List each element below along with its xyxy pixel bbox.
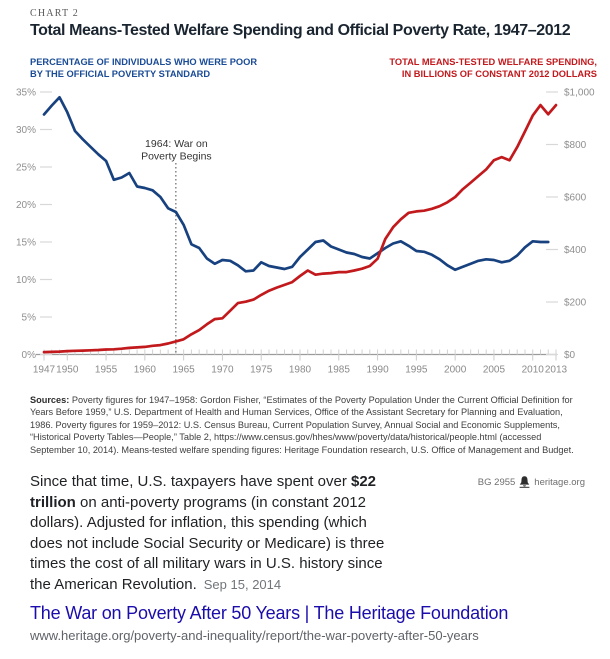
result-url: www.heritage.org/poverty-and-inequality/… — [30, 628, 479, 643]
svg-text:1995: 1995 — [405, 365, 428, 376]
right-axis-header-line2: IN BILLIONS OF CONSTANT 2012 DOLLARS — [401, 68, 597, 79]
result-snippet: Since that time, U.S. taxpayers have spe… — [30, 472, 390, 595]
svg-text:$1,000: $1,000 — [564, 88, 595, 99]
sources-line: Years Before 1959,” U.S. Department of H… — [30, 407, 563, 418]
chart-sources: Sources: Poverty figures for 1947–1958: … — [30, 394, 585, 456]
right-axis-header: TOTAL MEANS-TESTED WELFARE SPENDING, IN … — [389, 57, 597, 80]
svg-text:$400: $400 — [564, 245, 587, 256]
svg-text:25%: 25% — [16, 163, 36, 174]
svg-text:30%: 30% — [16, 125, 36, 136]
svg-text:1970: 1970 — [211, 365, 234, 376]
svg-text:$0: $0 — [564, 350, 576, 361]
svg-text:1955: 1955 — [95, 365, 118, 376]
sources-label: Sources: — [30, 395, 70, 405]
svg-text:$600: $600 — [564, 193, 587, 204]
svg-text:2013: 2013 — [545, 365, 568, 376]
dual-axis-line-chart: 1947 1950 1955 1960 1965 1970 1975 1980 1985 1990… — [16, 88, 595, 376]
svg-text:0%: 0% — [22, 350, 37, 361]
svg-text:15%: 15% — [16, 238, 36, 249]
left-axis-header: PERCENTAGE OF INDIVIDUALS WHO WERE POOR … — [30, 57, 257, 80]
svg-text:2010: 2010 — [522, 365, 545, 376]
sources-line: “Historical Poverty Tables—People,” Tabl… — [30, 432, 542, 443]
left-axis-header-line2: BY THE OFFICIAL POVERTY STANDARD — [30, 68, 211, 79]
svg-text:5%: 5% — [22, 313, 37, 324]
sources-line: Sources: Poverty figures for 1947–1958: … — [30, 395, 573, 405]
svg-text:2000: 2000 — [444, 365, 467, 376]
sources-line: 1986. Poverty figures for 1959–2012: U.S… — [30, 419, 560, 430]
svg-text:35%: 35% — [16, 88, 36, 99]
svg-text:10%: 10% — [16, 275, 36, 286]
doc-id: BG 2955 — [477, 476, 516, 488]
result-title-link[interactable]: The War on Poverty After 50 Years | The … — [30, 603, 509, 623]
chart-kicker: CHART 2 — [30, 8, 80, 19]
svg-text:$200: $200 — [564, 298, 587, 309]
snippet-line: Since that time, U.S. taxpayers have spe… — [30, 473, 377, 490]
snippet-line: does not include Social Security or Medi… — [30, 534, 385, 552]
publication-meta: BG 2955 heritage.org — [478, 476, 585, 488]
svg-text:1975: 1975 — [250, 365, 273, 376]
sources-line: September 10, 2014). Means-tested welfar… — [30, 444, 574, 455]
svg-text:$800: $800 — [564, 140, 587, 151]
snippet-line: the American Revolution. Sep 15, 2014 — [30, 575, 282, 593]
snippet-line: times the cost of all military wars in U… — [30, 555, 383, 572]
svg-text:1985: 1985 — [328, 365, 351, 376]
svg-text:Poverty Begins: Poverty Begins — [141, 151, 212, 163]
svg-text:1947: 1947 — [33, 365, 56, 376]
right-axis-header-line1: TOTAL MEANS-TESTED WELFARE SPENDING, — [389, 57, 597, 67]
site-name: heritage.org — [534, 476, 585, 488]
svg-text:1960: 1960 — [134, 365, 157, 376]
chart-title: Total Means-Tested Welfare Spending and … — [30, 22, 571, 39]
svg-text:20%: 20% — [16, 200, 36, 211]
svg-text:2005: 2005 — [483, 365, 506, 376]
svg-text:1965: 1965 — [173, 365, 196, 376]
svg-text:1964: War on: 1964: War on — [145, 138, 208, 150]
heritage-bell-icon — [519, 476, 530, 488]
svg-text:1990: 1990 — [366, 365, 389, 376]
snippet-date: Sep 15, 2014 — [203, 576, 282, 592]
snippet-line: trillion on anti-poverty programs (in co… — [30, 493, 366, 511]
svg-text:1950: 1950 — [56, 365, 79, 376]
svg-text:1980: 1980 — [289, 365, 312, 376]
snippet-line: dollars). Adjusted for inflation, this s… — [30, 514, 367, 531]
left-axis-header-line1: PERCENTAGE OF INDIVIDUALS WHO WERE POOR — [30, 57, 258, 67]
